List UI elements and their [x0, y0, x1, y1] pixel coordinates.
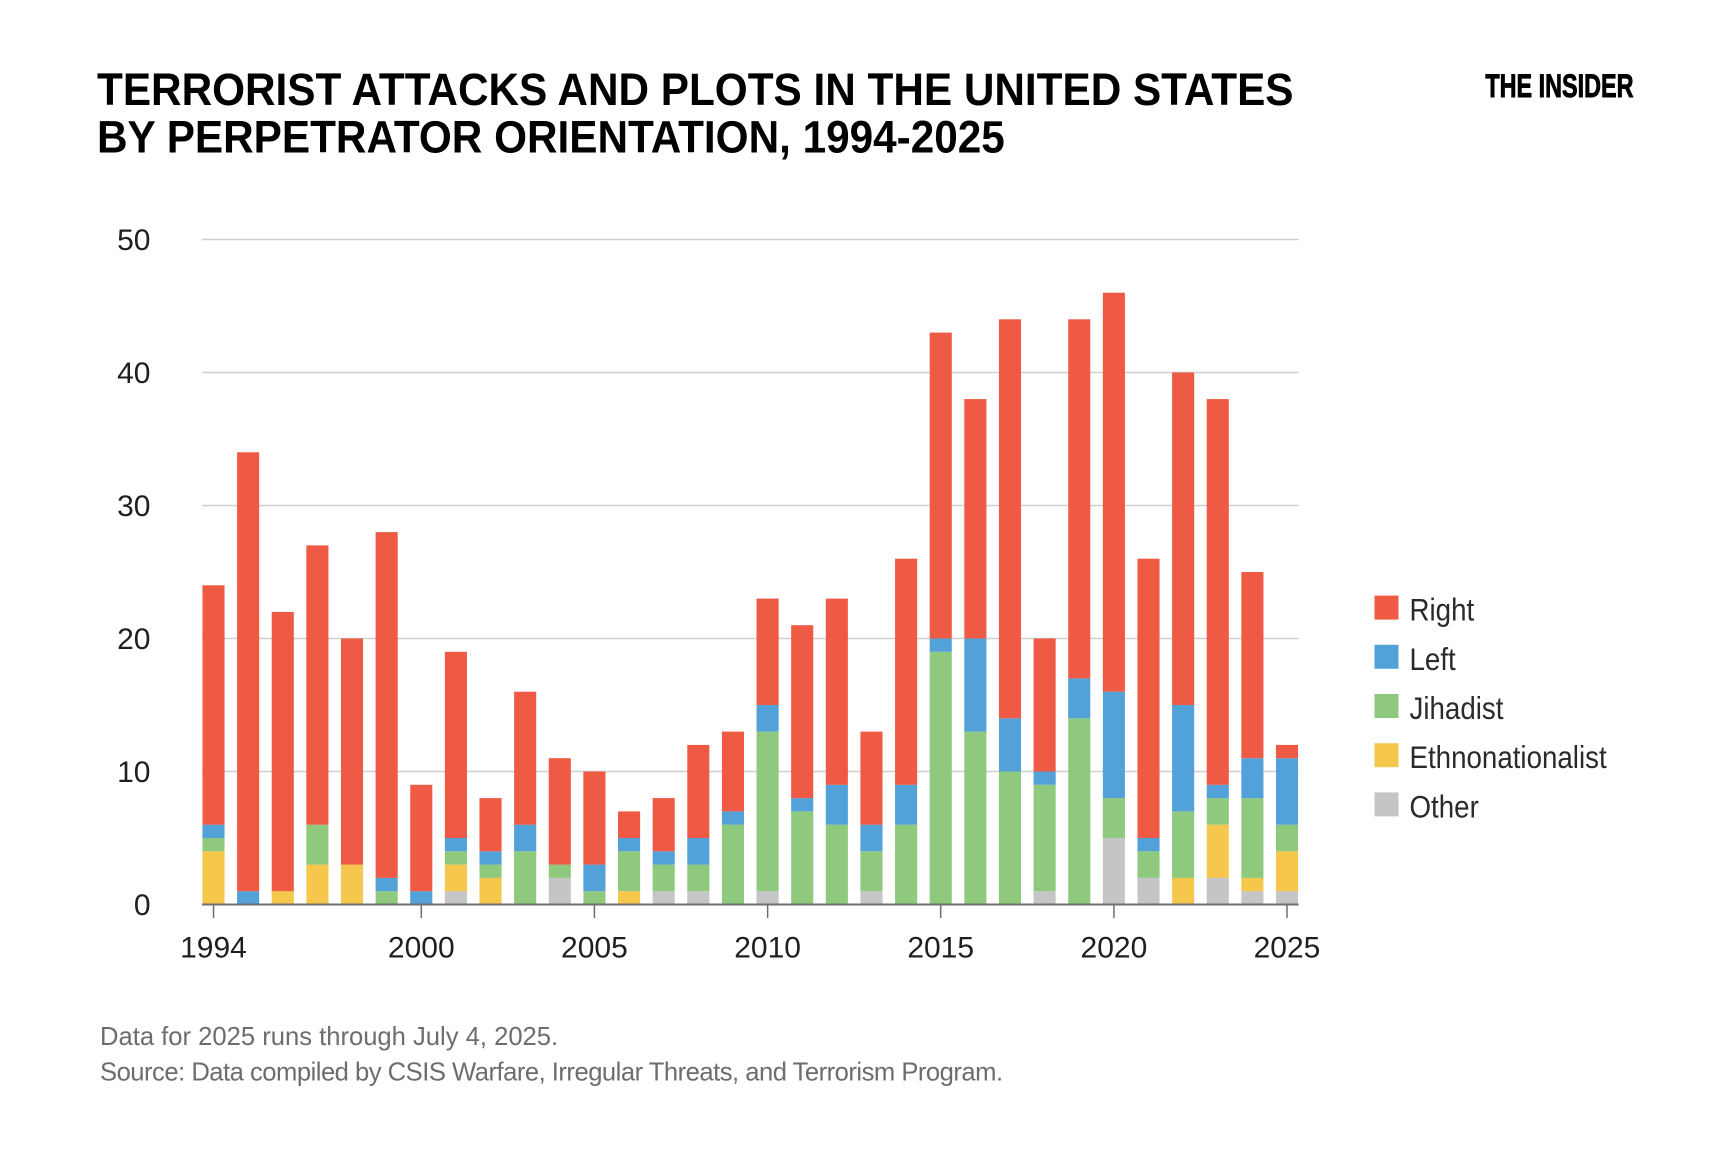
- svg-text:40: 40: [117, 357, 150, 390]
- svg-text:1994: 1994: [180, 932, 247, 965]
- svg-text:2025: 2025: [1254, 932, 1321, 965]
- svg-text:20: 20: [117, 623, 150, 656]
- svg-text:Ethnonationalist: Ethnonationalist: [1410, 741, 1608, 776]
- svg-text:50: 50: [117, 224, 150, 257]
- svg-text:10: 10: [117, 756, 150, 789]
- svg-text:Source: Data compiled by CSIS: Source: Data compiled by CSIS Warfare, I…: [100, 1059, 1003, 1087]
- svg-text:Jihadist: Jihadist: [1410, 691, 1505, 726]
- svg-text:2020: 2020: [1081, 932, 1148, 965]
- svg-text:Other: Other: [1410, 790, 1479, 825]
- svg-text:30: 30: [117, 490, 150, 523]
- svg-text:TERRORIST ATTACKS AND PLOTS IN: TERRORIST ATTACKS AND PLOTS IN THE UNITE…: [97, 65, 1294, 115]
- svg-text:2010: 2010: [734, 932, 801, 965]
- svg-text:0: 0: [134, 889, 151, 922]
- svg-text:Data for 2025 runs through Jul: Data for 2025 runs through July 4, 2025.: [100, 1023, 558, 1051]
- svg-text:Left: Left: [1410, 642, 1457, 677]
- svg-text:Right: Right: [1410, 593, 1475, 628]
- svg-text:BY PERPETRATOR ORIENTATION, 19: BY PERPETRATOR ORIENTATION, 1994-2025: [97, 112, 1005, 162]
- svg-text:THE INSIDER: THE INSIDER: [1485, 67, 1633, 104]
- svg-text:2015: 2015: [907, 932, 974, 965]
- svg-text:2000: 2000: [388, 932, 455, 965]
- svg-text:2005: 2005: [561, 932, 628, 965]
